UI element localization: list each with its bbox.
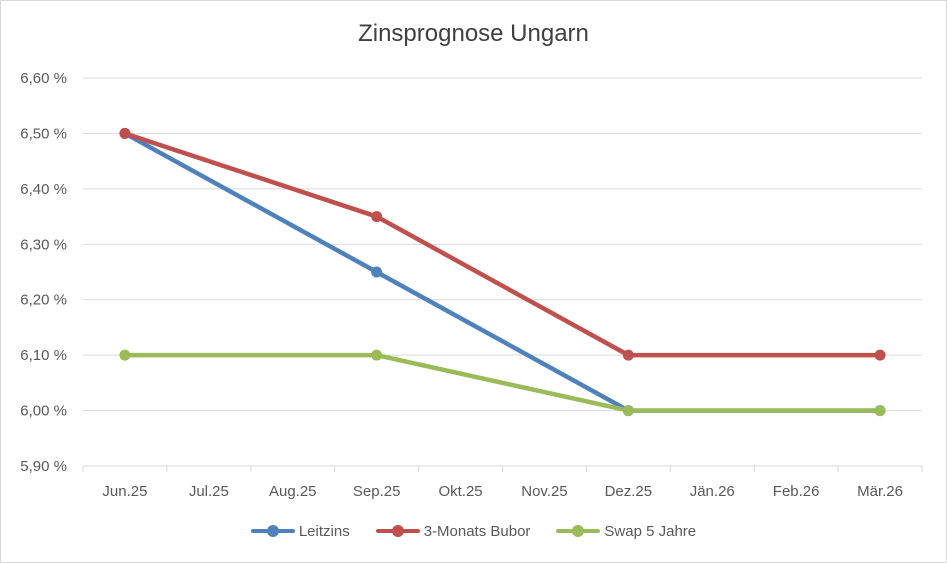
data-point-leitzins: [371, 266, 383, 278]
x-tick-label: Feb.26: [773, 483, 820, 500]
x-tick-label: Mär.26: [857, 483, 903, 500]
legend-label-leitzins: Leitzins: [298, 522, 350, 540]
x-tick-label: Jän.26: [690, 483, 735, 500]
data-point-swap-5-jahre: [622, 405, 634, 417]
chart-title: Zinsprognose Ungarn: [358, 20, 589, 47]
data-point-3-monats-bubor: [119, 127, 131, 139]
x-tick-label: Dez.25: [605, 483, 653, 500]
y-tick-label: 6,20 %: [20, 292, 67, 309]
x-tick-label: Okt.25: [438, 483, 482, 500]
data-point-swap-5-jahre: [119, 349, 131, 361]
data-point-swap-5-jahre: [874, 405, 886, 417]
legend-swatch-dot: [391, 525, 404, 537]
y-tick-label: 6,50 %: [20, 125, 67, 142]
x-tick-label: Nov.25: [521, 483, 567, 500]
legend-swatch-dot: [572, 525, 585, 537]
data-point-swap-5-jahre: [371, 349, 383, 361]
legend-marker-leitzins: [250, 520, 295, 542]
data-point-3-monats-bubor: [622, 349, 634, 361]
y-tick-label: 5,90 %: [20, 458, 67, 475]
legend-item-leitzins: Leitzins: [250, 520, 350, 542]
x-tick-label: Jun.25: [102, 483, 147, 500]
data-point-3-monats-bubor: [371, 211, 383, 223]
series-line-3-monats-bubor: [122, 131, 883, 358]
x-tick-label: Aug.25: [269, 483, 317, 500]
legend-item-swap-5-jahre: Swap 5 Jahre: [556, 520, 696, 542]
y-tick-label: 6,40 %: [20, 181, 67, 198]
legend-item-3-monats-bubor: 3-Monats Bubor: [375, 520, 531, 542]
x-tick-label: Sep.25: [353, 483, 401, 500]
y-tick-label: 6,10 %: [20, 347, 67, 364]
legend-label-swap-5-jahre: Swap 5 Jahre: [604, 522, 697, 540]
legend-marker-swap-5-jahre: [556, 520, 601, 542]
y-tick-label: 6,30 %: [20, 236, 67, 253]
chart-legend: Leitzins 3-Monats Bubor Swap 5 Jahre: [0, 520, 947, 542]
legend-swatch-dot: [266, 525, 279, 537]
series-line-leitzins: [122, 131, 883, 413]
series-line-swap-5-jahre: [122, 352, 883, 413]
x-tick-label: Jul.25: [189, 483, 229, 500]
legend-marker-3-monats-bubor: [375, 520, 420, 542]
data-point-3-monats-bubor: [874, 349, 886, 361]
y-tick-label: 6,60 %: [20, 70, 67, 87]
y-tick-label: 6,00 %: [20, 403, 67, 420]
legend-label-3-monats-bubor: 3-Monats Bubor: [423, 522, 531, 540]
